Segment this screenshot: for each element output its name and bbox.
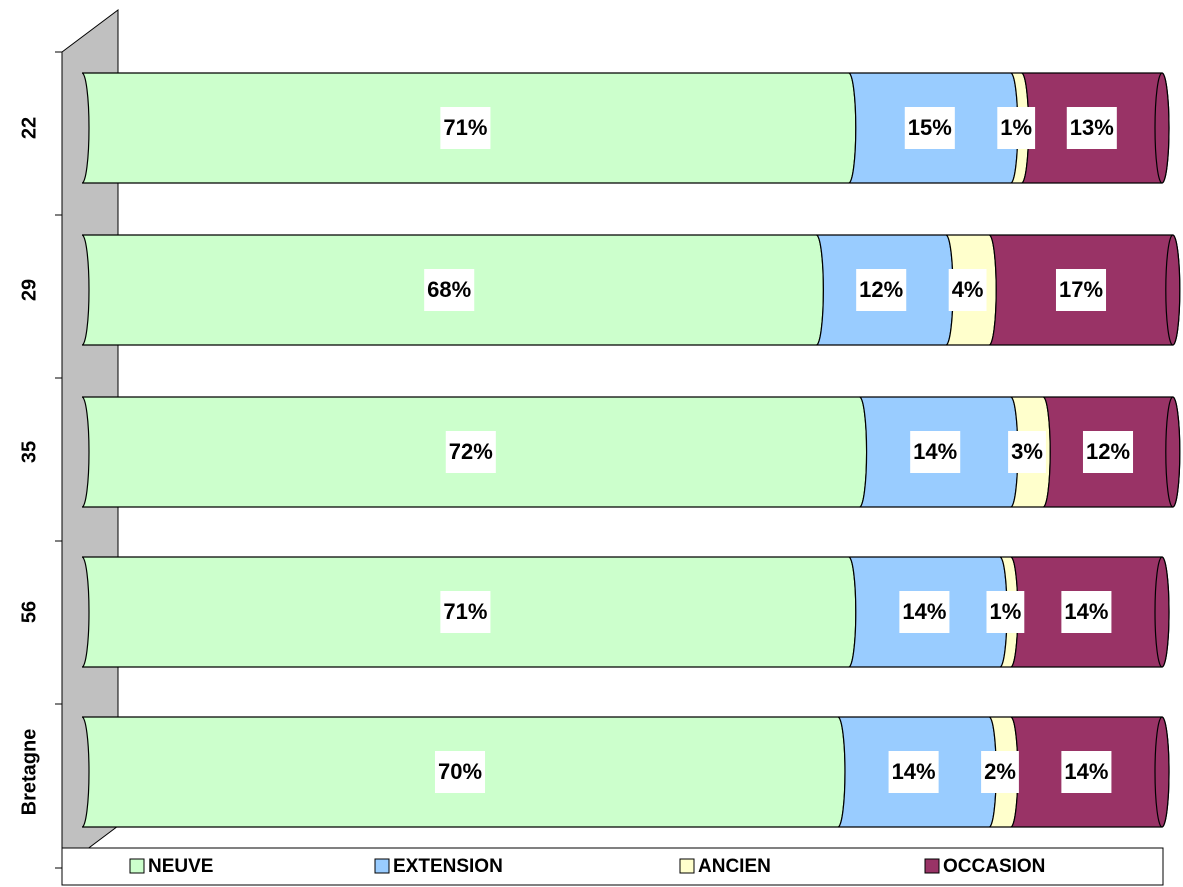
data-label: 1% bbox=[990, 599, 1022, 624]
label-bg bbox=[986, 591, 1025, 633]
data-label: 2% bbox=[984, 759, 1016, 784]
label-bg bbox=[1066, 107, 1117, 149]
label-bg bbox=[910, 431, 961, 473]
category-label: 22 bbox=[18, 117, 40, 139]
bar-end-cap bbox=[1154, 556, 1170, 668]
label-bg bbox=[1082, 431, 1134, 473]
data-label: 70% bbox=[438, 759, 482, 784]
legend-swatch bbox=[679, 858, 695, 874]
label-bg bbox=[440, 107, 491, 149]
data-label: 14% bbox=[1064, 759, 1108, 784]
legend-swatch bbox=[374, 858, 390, 874]
label-bg bbox=[1008, 431, 1046, 473]
legend-label: EXTENSION bbox=[393, 856, 503, 877]
label-bg bbox=[434, 751, 486, 793]
label-bg bbox=[948, 269, 987, 311]
label-bg bbox=[1061, 751, 1112, 793]
label-bg bbox=[445, 431, 496, 473]
category-label: 35 bbox=[18, 441, 40, 463]
category-label: Bretagne bbox=[18, 729, 40, 816]
bar-end-cap bbox=[1154, 716, 1170, 828]
label-bg bbox=[1061, 591, 1112, 633]
legend-box bbox=[61, 847, 1164, 886]
bar-end-cap bbox=[1165, 234, 1181, 346]
data-label: 71% bbox=[443, 599, 487, 624]
data-label: 14% bbox=[1064, 599, 1108, 624]
label-bg bbox=[904, 107, 955, 149]
label-bg bbox=[856, 269, 907, 311]
data-label: 1% bbox=[1000, 115, 1032, 140]
label-bg bbox=[440, 591, 491, 633]
axis-ticks bbox=[55, 51, 63, 869]
legend-swatch bbox=[924, 858, 940, 874]
data-label: 14% bbox=[892, 759, 936, 784]
label-bg bbox=[1055, 269, 1107, 311]
label-bg bbox=[997, 107, 1036, 149]
label-bg bbox=[981, 751, 1019, 793]
data-label: 14% bbox=[913, 439, 957, 464]
data-label: 15% bbox=[908, 115, 952, 140]
data-label: 13% bbox=[1070, 115, 1114, 140]
data-label: 72% bbox=[449, 439, 493, 464]
legend-label: ANCIEN bbox=[698, 856, 771, 877]
legend-label: NEUVE bbox=[148, 856, 213, 877]
data-label: 17% bbox=[1059, 277, 1103, 302]
legend-swatch bbox=[129, 858, 145, 874]
legend-label: OCCASION bbox=[943, 856, 1045, 877]
bar-end-cap bbox=[1165, 396, 1181, 508]
category-label: 29 bbox=[18, 279, 40, 301]
label-bg bbox=[888, 751, 939, 793]
data-label: 68% bbox=[427, 277, 471, 302]
label-bg bbox=[899, 591, 950, 633]
bar-end-cap bbox=[1154, 72, 1170, 184]
data-label: 4% bbox=[952, 277, 984, 302]
data-label: 71% bbox=[443, 115, 487, 140]
label-bg bbox=[424, 269, 475, 311]
data-label: 3% bbox=[1011, 439, 1043, 464]
data-label: 12% bbox=[859, 277, 903, 302]
data-label: 14% bbox=[902, 599, 946, 624]
category-label: 56 bbox=[18, 601, 40, 623]
data-label: 12% bbox=[1086, 439, 1130, 464]
